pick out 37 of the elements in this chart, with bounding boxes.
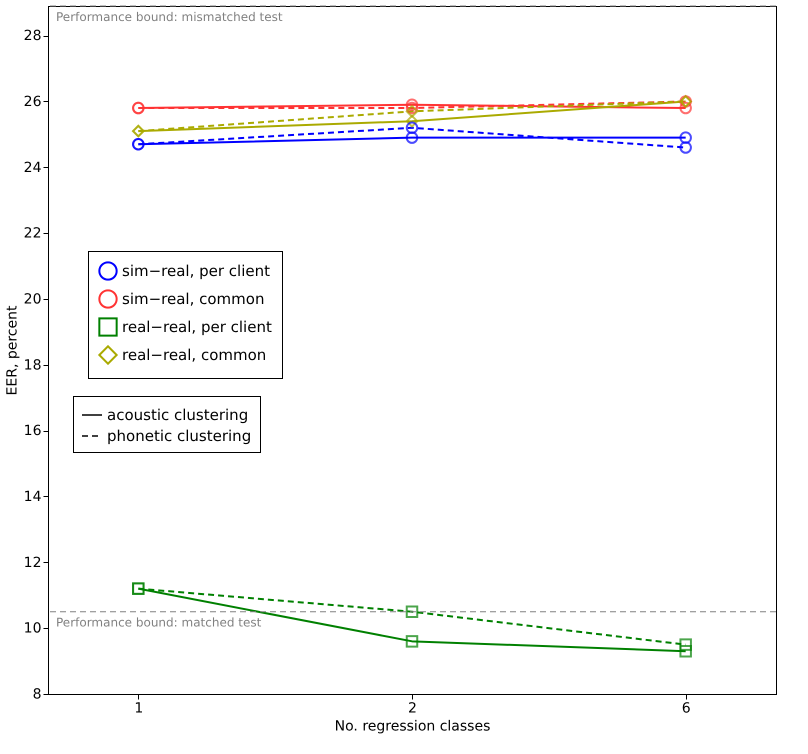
point <box>406 635 418 648</box>
legend-label: sim−real, common <box>122 290 264 308</box>
y-tick-label: 12 <box>24 554 42 571</box>
y-tick-label: 28 <box>24 28 42 44</box>
point <box>406 131 418 144</box>
point <box>679 102 692 114</box>
y-tick-label: 26 <box>24 94 42 110</box>
y-tick-label: 8 <box>32 686 42 702</box>
point <box>406 105 418 118</box>
x-tick-label: 1 <box>134 700 144 716</box>
point <box>679 638 692 651</box>
y-tick-label: 10 <box>24 620 42 637</box>
point <box>406 605 418 618</box>
legend-label: sim−real, per client <box>122 262 270 280</box>
point <box>679 131 692 144</box>
y-tick-label: 24 <box>24 160 42 176</box>
legend-label: real−real, per client <box>122 318 272 336</box>
ref-line-label: Performance bound: matched test <box>56 616 262 630</box>
y-tick-label: 14 <box>24 488 42 505</box>
y-tick-label: 20 <box>24 291 42 308</box>
point <box>679 141 692 154</box>
y-tick-label: 22 <box>24 226 42 242</box>
point <box>406 122 418 134</box>
point <box>679 644 692 658</box>
x-tick-label: 6 <box>682 700 691 716</box>
x-axis-title: No. regression classes <box>334 718 490 734</box>
x-tick-label: 2 <box>408 700 417 716</box>
ref-line-label: Performance bound: mismatched test <box>56 10 283 24</box>
point <box>406 98 418 111</box>
annotation: phonetic clustering <box>107 427 252 445</box>
point <box>406 102 418 114</box>
annotation: acoustic clustering <box>107 406 248 424</box>
y-tick-label: 16 <box>24 423 42 440</box>
legend-label: real−real, common <box>122 346 266 364</box>
point <box>406 114 418 128</box>
y-tick-label: 18 <box>24 357 42 374</box>
y-axis-title: EER, percent <box>4 305 21 396</box>
